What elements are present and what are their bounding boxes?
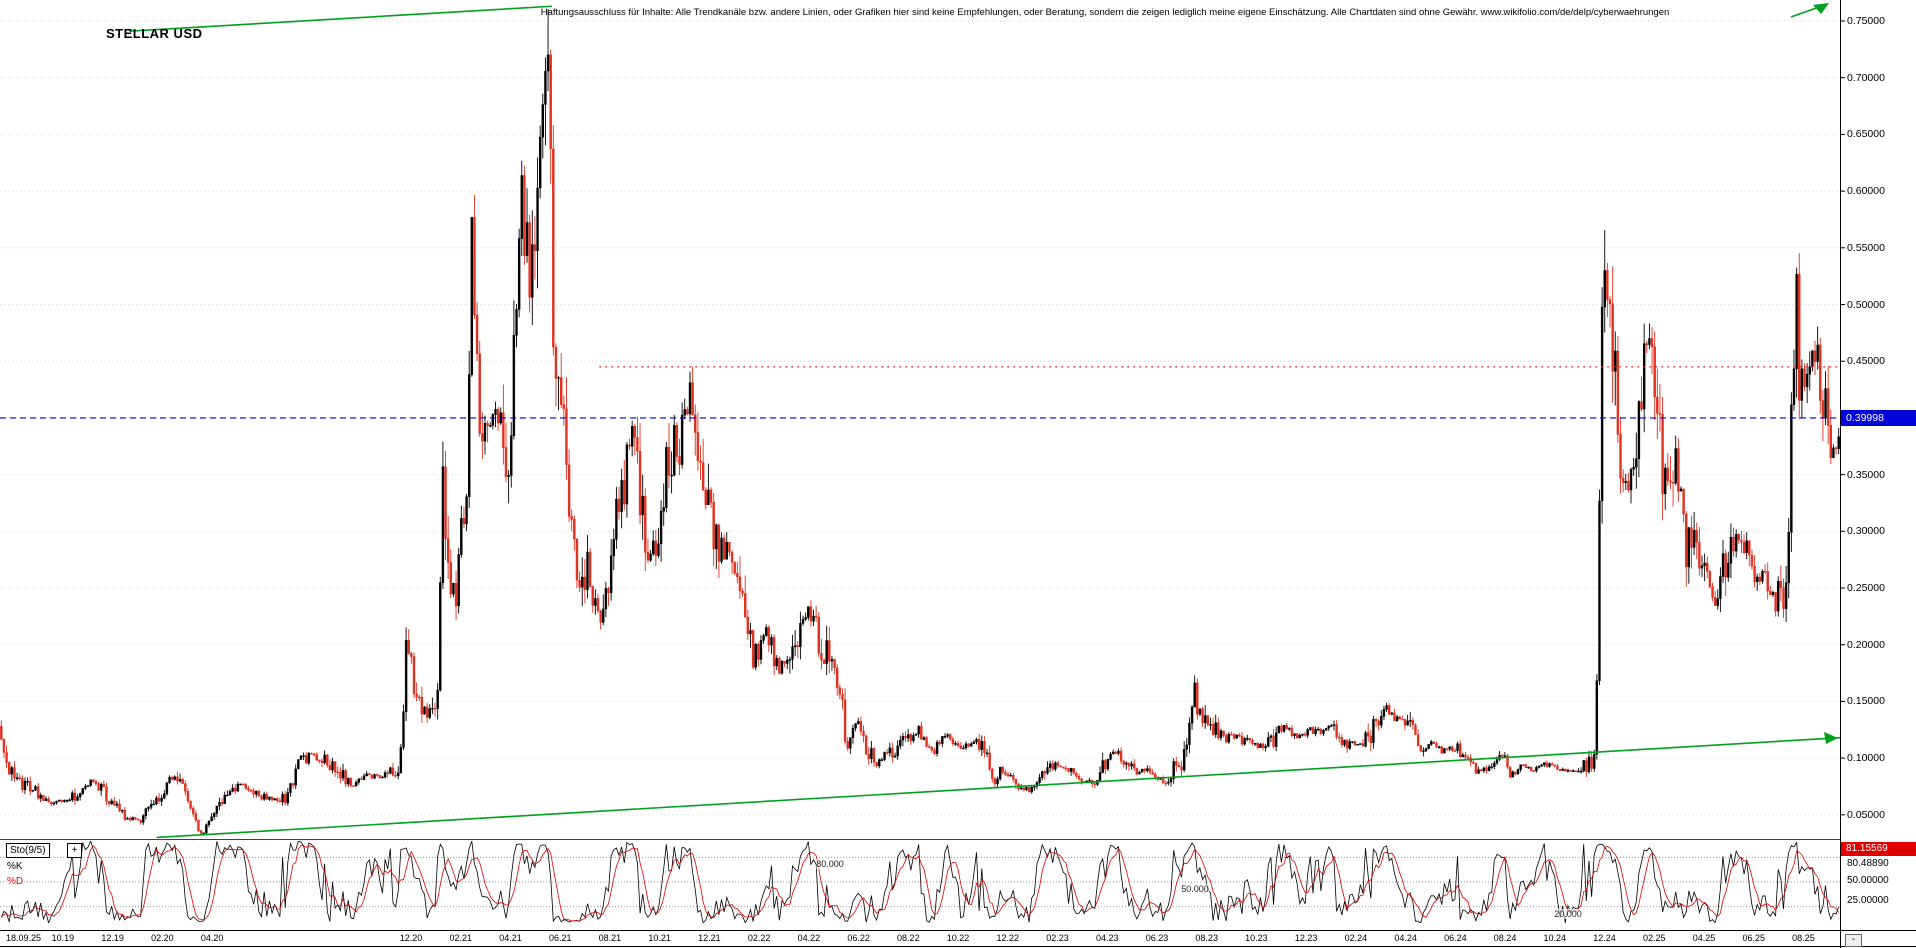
date-tick-label: 08.22 [897, 933, 920, 943]
price-axis-label: 0.60000 [1847, 185, 1885, 198]
date-tick-label: 12.24 [1593, 933, 1616, 943]
date-tick-label: 12.19 [101, 933, 124, 943]
date-tick-label: 04.25 [1692, 933, 1716, 943]
stochastic-k-value-badge: 81.15569 [1841, 842, 1916, 856]
symbol-title: STELLAR USD [106, 26, 203, 41]
date-tick-label: 08.21 [598, 933, 622, 943]
date-tick-label: 02.25 [1642, 933, 1666, 943]
date-tick-label: 10.23 [1245, 933, 1268, 943]
date-tick-label: 06.21 [548, 933, 572, 943]
date-tick-label: 04.22 [797, 933, 821, 943]
trendline-offscreen-arrow-icon [1813, 3, 1829, 14]
date-tick-label: 04.21 [499, 933, 522, 943]
stochastic-grid-label: 20.000 [1554, 908, 1582, 919]
price-axis-label: 0.25000 [1847, 582, 1885, 594]
date-tick-label: 12.20 [399, 933, 423, 943]
stochastic-axis-label-25: 25.00000 [1847, 895, 1889, 906]
stochastic-d-value: 80.48890 [1847, 858, 1889, 869]
price-axis-label: 0.45000 [1847, 355, 1885, 368]
date-tick-label: 12.23 [1294, 933, 1318, 943]
price-axis-label: 0.50000 [1847, 298, 1885, 311]
date-tick-label: 06.23 [1145, 933, 1169, 943]
date-tick-label: 08.25 [1792, 933, 1815, 943]
price-axis-label: 0.30000 [1847, 525, 1885, 538]
date-tick-label: 02.24 [1344, 933, 1368, 943]
indicator-name-button[interactable]: Sto(9/5) [6, 843, 50, 858]
price-axis-label: 0.05000 [1847, 808, 1885, 821]
date-tick-label: 02.23 [1046, 933, 1069, 943]
date-tick-label: 06.22 [847, 933, 870, 943]
stochastic-grid-label: 50.000 [1181, 884, 1209, 894]
date-tick-label: 02.21 [449, 933, 472, 943]
stochastic-grid-label: 80.000 [816, 859, 844, 870]
date-tick-label: 10.22 [946, 933, 970, 943]
stochastic-k-legend: %K [7, 861, 23, 872]
price-axis-label: 0.35000 [1847, 468, 1885, 481]
date-tick-label: 06.25 [1742, 933, 1765, 943]
date-tick-label: 12.22 [996, 933, 1020, 943]
date-tick-label: 10.24 [1543, 933, 1567, 943]
price-axis-label: 0.65000 [1847, 128, 1885, 141]
date-tick-label: 10.19 [51, 933, 75, 943]
date-tick-label: 04.20 [200, 933, 224, 943]
price-axis-label: 0.70000 [1847, 71, 1885, 84]
indicator-add-button[interactable]: + [67, 843, 82, 858]
disclaimer-text: Haftungsausschluss für Inhalte: Alle Tre… [540, 7, 1670, 18]
date-tick-label: 06.24 [1444, 933, 1467, 943]
price-axis-label: 0.20000 [1847, 638, 1885, 651]
stochastic-axis-label-50: 50.00000 [1847, 875, 1889, 886]
collapse-button[interactable]: - [1845, 934, 1862, 947]
price-axis-label: 0.10000 [1847, 752, 1885, 765]
price-axis-label: 0.15000 [1847, 695, 1885, 708]
last-date-label: 18.09.25 [6, 933, 42, 943]
price-axis-label: 0.55000 [1847, 241, 1885, 254]
date-tick-label: 04.24 [1394, 933, 1417, 943]
date-tick-label: 04.23 [1095, 933, 1119, 943]
date-tick-label: 08.24 [1493, 933, 1517, 943]
stochastic-d-legend: %D [7, 876, 24, 887]
trendline-arrowhead-icon [1824, 732, 1838, 744]
price-axis-label: 0.75000 [1847, 15, 1885, 27]
date-tick-label: 02.20 [151, 933, 174, 943]
date-tick-label: 12.21 [698, 933, 721, 943]
date-tick-label: 08.23 [1195, 933, 1218, 943]
date-tick-label: 02.22 [747, 933, 771, 943]
current-price-badge: 0.39998 [1841, 410, 1916, 426]
date-tick-label: 10.21 [648, 933, 671, 943]
